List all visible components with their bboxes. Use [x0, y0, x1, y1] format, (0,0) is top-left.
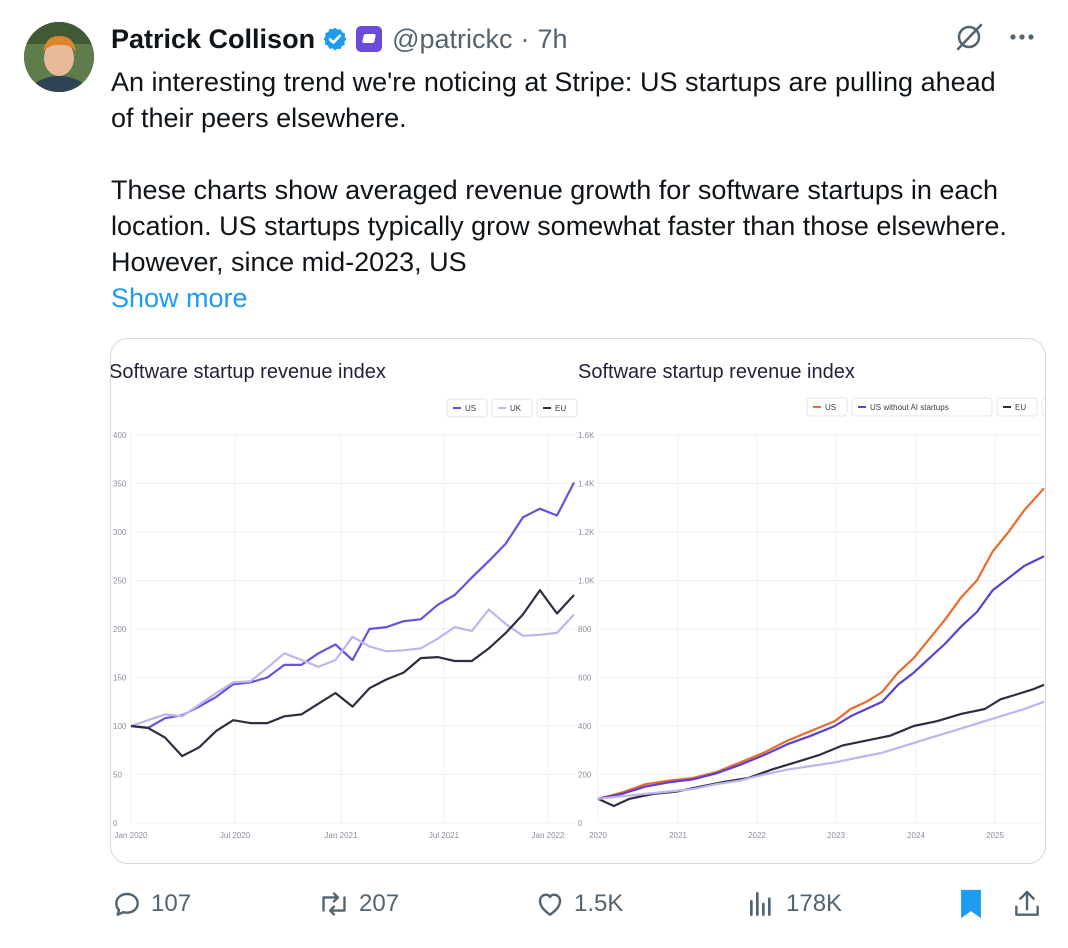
author-name[interactable]: Patrick Collison — [111, 23, 316, 54]
share-icon — [1015, 890, 1039, 916]
like-button[interactable]: 1.5K — [534, 882, 623, 926]
tweet-text: An interesting trend we're noticing at S… — [111, 64, 1051, 280]
reply-count: 107 — [151, 890, 192, 917]
verified-badge-icon[interactable] — [322, 26, 348, 52]
x-tick-label: Jul 2020 — [220, 831, 251, 840]
x-tick-label: 2025 — [986, 831, 1004, 840]
show-more-link[interactable]: Show more — [111, 283, 248, 313]
legend-label: US — [825, 403, 836, 412]
legend-item — [1041, 397, 1045, 417]
legend-item — [851, 397, 993, 417]
view-count: 178K — [786, 890, 843, 917]
chart-left: 0 50 100 150 200 250 300 350 400 Jan 2020 Jul 2020… — [113, 398, 578, 840]
y-tick-label: 200 — [113, 625, 127, 634]
series-line-uk — [597, 700, 1045, 800]
x-tick-label: 2022 — [748, 831, 766, 840]
y-tick-label: 350 — [113, 480, 127, 489]
legend-item — [996, 397, 1038, 417]
x-tick-label: 2021 — [669, 831, 687, 840]
y-tick-label: 0 — [578, 819, 583, 828]
y-tick-label: 250 — [113, 577, 127, 586]
bookmark-button[interactable] — [956, 882, 994, 926]
chart-title: Software startup revenue index — [110, 361, 386, 383]
y-tick-label: 50 — [113, 771, 122, 780]
series-line-us — [130, 481, 575, 729]
heart-icon — [538, 893, 562, 916]
bookmark-icon — [961, 889, 981, 919]
legend-label: UK — [510, 404, 522, 413]
chart-right: 0 200 400 600 800 1.0K 1.2K 1.4K 1.6K 2020 2021 202… — [578, 397, 1045, 840]
y-tick-label: 1.0K — [578, 577, 595, 586]
top-right-icons — [954, 22, 1034, 52]
y-tick-label: 600 — [578, 674, 592, 683]
views-icon — [750, 892, 771, 916]
x-tick-label: 2023 — [827, 831, 845, 840]
share-button[interactable] — [1011, 882, 1051, 926]
tweet-line: An interesting trend we're noticing at S… — [111, 67, 996, 97]
series-line-eu — [597, 683, 1045, 808]
affiliate-badge-icon[interactable] — [356, 26, 383, 52]
legend-label: US without AI startups — [870, 403, 949, 412]
more-icon[interactable] — [1010, 33, 1034, 41]
legend-label: EU — [555, 404, 566, 413]
repost-icon — [322, 892, 346, 916]
legend-label: EU — [1015, 403, 1026, 412]
media-card[interactable]: Software startup revenue index Software … — [110, 338, 1046, 864]
series-line-us — [597, 487, 1045, 800]
separator-dot: · — [520, 23, 530, 54]
y-tick-label: 800 — [578, 625, 592, 634]
tweet-line: These charts show averaged revenue growt… — [111, 175, 998, 205]
x-tick-label: 2024 — [907, 831, 925, 840]
tweet-time[interactable]: 7h — [537, 23, 568, 54]
x-tick-label: 2020 — [589, 831, 607, 840]
reply-icon — [115, 892, 139, 916]
y-tick-label: 0 — [113, 819, 118, 828]
chart-title: Software startup revenue index — [578, 361, 855, 383]
tweet-line: location. US startups typically grow som… — [111, 211, 1007, 241]
y-tick-label: 400 — [578, 722, 592, 731]
x-tick-label: Jan 2020 — [115, 831, 148, 840]
repost-count: 207 — [359, 890, 400, 917]
y-tick-label: 1.6K — [578, 431, 595, 440]
y-tick-label: 200 — [578, 771, 592, 780]
like-count: 1.5K — [574, 890, 624, 917]
legend-item — [806, 397, 848, 417]
grok-icon[interactable] — [954, 22, 984, 52]
y-tick-label: 100 — [113, 722, 127, 731]
x-tick-label: Jul 2021 — [429, 831, 460, 840]
action-bar: 107 207 1.5K 178K — [111, 882, 1046, 926]
series-line-us-without-ai-startups — [597, 555, 1045, 800]
y-tick-label: 1.4K — [578, 480, 595, 489]
tweet-line: of their peers elsewhere. — [111, 103, 407, 133]
legend-item — [446, 398, 488, 418]
y-tick-label: 400 — [113, 431, 127, 440]
legend-item — [491, 398, 533, 418]
repost-button[interactable]: 207 — [317, 882, 399, 926]
y-tick-label: 1.2K — [578, 528, 595, 537]
avatar-image — [24, 22, 94, 92]
series-line-uk — [130, 608, 575, 728]
x-tick-label: Jan 2021 — [325, 831, 358, 840]
y-tick-label: 300 — [113, 528, 127, 537]
legend-label: US — [465, 404, 476, 413]
author-handle[interactable]: @patrickc — [392, 23, 513, 54]
tweet-header: Patrick Collison @patrickc · 7h — [111, 20, 568, 58]
tweet-line: However, since mid-2023, US — [111, 247, 467, 277]
legend-item — [536, 398, 578, 418]
x-tick-label: Jan 2022 — [532, 831, 565, 840]
reply-button[interactable]: 107 — [111, 882, 191, 926]
views-button[interactable]: 178K — [746, 882, 842, 926]
series-line-eu — [130, 589, 575, 758]
y-tick-label: 150 — [113, 674, 127, 683]
avatar[interactable] — [24, 22, 94, 92]
